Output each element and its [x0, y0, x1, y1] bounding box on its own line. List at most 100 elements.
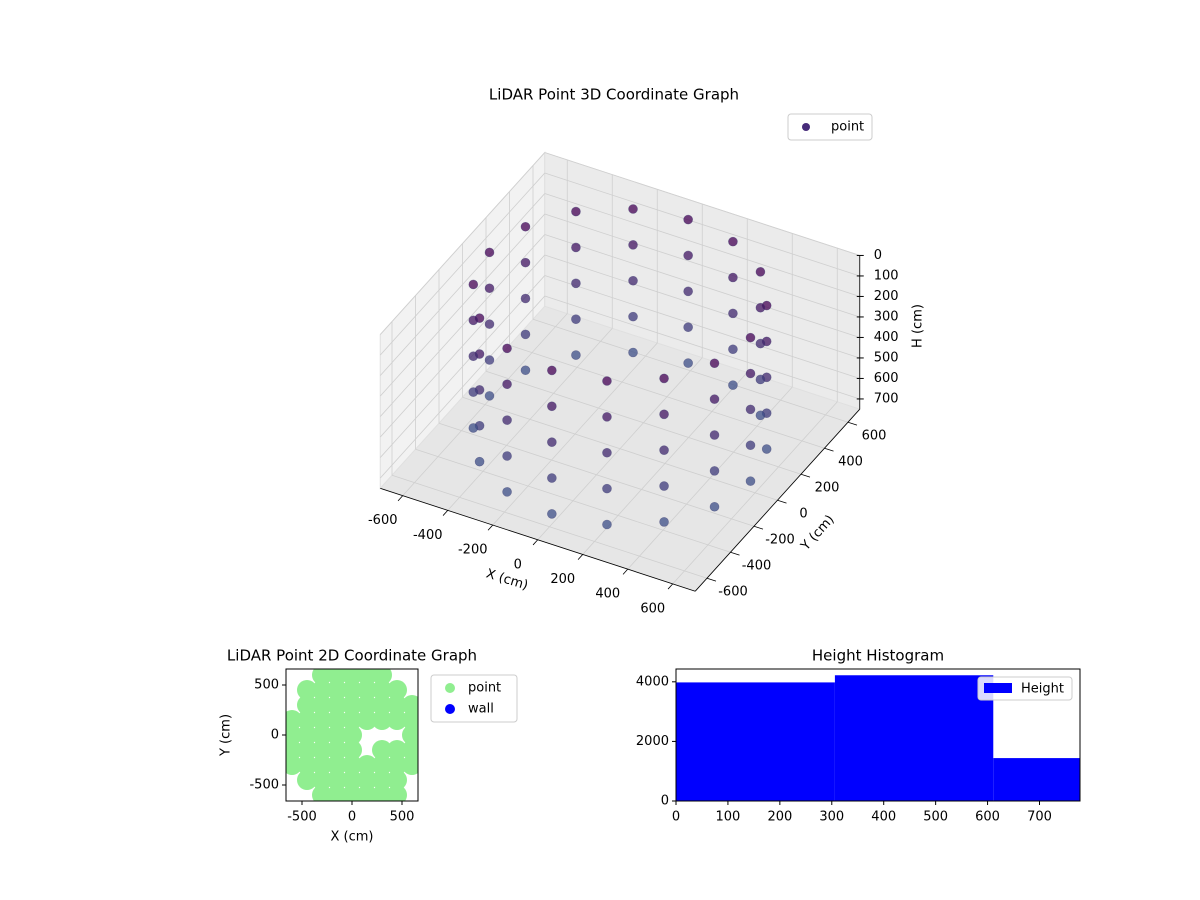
point — [659, 481, 669, 491]
x-tick-label: 600 — [975, 810, 1000, 825]
point — [372, 740, 392, 760]
axes-frame — [285, 668, 419, 802]
x-tick-label: 0 — [514, 557, 522, 572]
point — [387, 770, 407, 790]
point — [312, 680, 332, 700]
y-tick-label: 500 — [254, 678, 279, 693]
x-tick-label: 0 — [348, 810, 356, 825]
point — [745, 332, 756, 343]
point — [683, 286, 693, 297]
grid-line — [379, 295, 546, 479]
axes-frame — [675, 668, 1081, 802]
point — [468, 315, 479, 326]
grid-line — [462, 396, 778, 501]
grid-line — [544, 275, 860, 379]
x-tick-label: 500 — [390, 810, 415, 825]
point — [628, 311, 638, 322]
point — [683, 214, 693, 225]
point — [342, 725, 362, 745]
point — [342, 785, 362, 801]
y-axis-line — [694, 408, 861, 592]
chart-title: LiDAR Point 2D Coordinate Graph — [227, 647, 477, 665]
point — [755, 410, 766, 421]
point — [547, 509, 557, 519]
point — [520, 293, 531, 304]
point — [709, 394, 720, 404]
tick-mark — [706, 577, 717, 582]
tick-mark — [577, 554, 584, 560]
y-tick-label: 200 — [815, 481, 840, 496]
x-tick-label: 200 — [550, 572, 575, 587]
point — [387, 740, 407, 760]
point — [286, 725, 302, 745]
point — [659, 517, 669, 527]
point — [547, 365, 557, 376]
z-tick-label: 400 — [874, 330, 899, 345]
point — [468, 423, 479, 433]
point — [357, 680, 377, 700]
point — [327, 710, 347, 730]
tick-mark — [777, 499, 787, 504]
point — [387, 680, 407, 700]
x-tick-label: -600 — [368, 513, 398, 528]
point — [683, 322, 693, 333]
tick-mark — [667, 583, 674, 590]
point — [342, 740, 362, 760]
x-tick-label: -400 — [413, 528, 443, 543]
grid-line — [485, 370, 802, 475]
point — [520, 221, 531, 232]
point — [728, 380, 738, 390]
x-tick-label: 100 — [716, 810, 741, 825]
point — [342, 755, 362, 775]
point — [502, 415, 512, 425]
y-tick-label: 0 — [799, 507, 807, 522]
grid-line — [544, 172, 860, 277]
point — [602, 519, 612, 530]
point — [372, 680, 392, 700]
point — [402, 695, 418, 715]
legend-label: Height — [1021, 682, 1064, 697]
tick-mark — [487, 524, 494, 531]
point — [342, 770, 362, 790]
x-tick-label: 200 — [767, 810, 792, 825]
point — [474, 456, 485, 467]
bar — [993, 758, 1080, 801]
tick-mark — [622, 568, 629, 575]
point — [327, 755, 347, 775]
legend-label: wall — [468, 702, 494, 717]
point — [659, 445, 669, 455]
grid-line — [544, 193, 860, 297]
tick-mark — [532, 539, 539, 546]
legend-label: point — [468, 681, 501, 696]
z-tick-label: 500 — [874, 350, 899, 365]
point — [709, 430, 720, 440]
grid-line — [379, 152, 546, 335]
legend-marker — [445, 704, 455, 714]
grid-line — [438, 422, 755, 527]
point — [327, 725, 347, 745]
point — [327, 669, 347, 685]
y-tick-label: -400 — [742, 559, 772, 574]
point — [357, 669, 377, 685]
x-tick-label: 400 — [871, 810, 896, 825]
tick-mark — [397, 495, 404, 502]
grid-line — [379, 213, 546, 397]
z-axis-label: H (cm) — [911, 304, 926, 348]
point — [402, 710, 418, 730]
point — [571, 242, 581, 253]
point — [745, 368, 756, 379]
point — [659, 373, 669, 384]
point — [327, 740, 347, 760]
y-tick-label: 4000 — [636, 674, 669, 689]
y-tick-label: 400 — [838, 455, 863, 470]
chart-title: LiDAR Point 3D Coordinate Graph — [489, 86, 739, 104]
point — [297, 725, 317, 745]
point — [520, 257, 531, 268]
point — [312, 755, 332, 775]
point — [602, 483, 612, 494]
point — [728, 236, 738, 247]
point — [683, 250, 693, 261]
y-tick-label: -500 — [249, 778, 279, 793]
y-tick-label: -200 — [765, 533, 795, 548]
z-tick-label: 0 — [874, 248, 882, 263]
